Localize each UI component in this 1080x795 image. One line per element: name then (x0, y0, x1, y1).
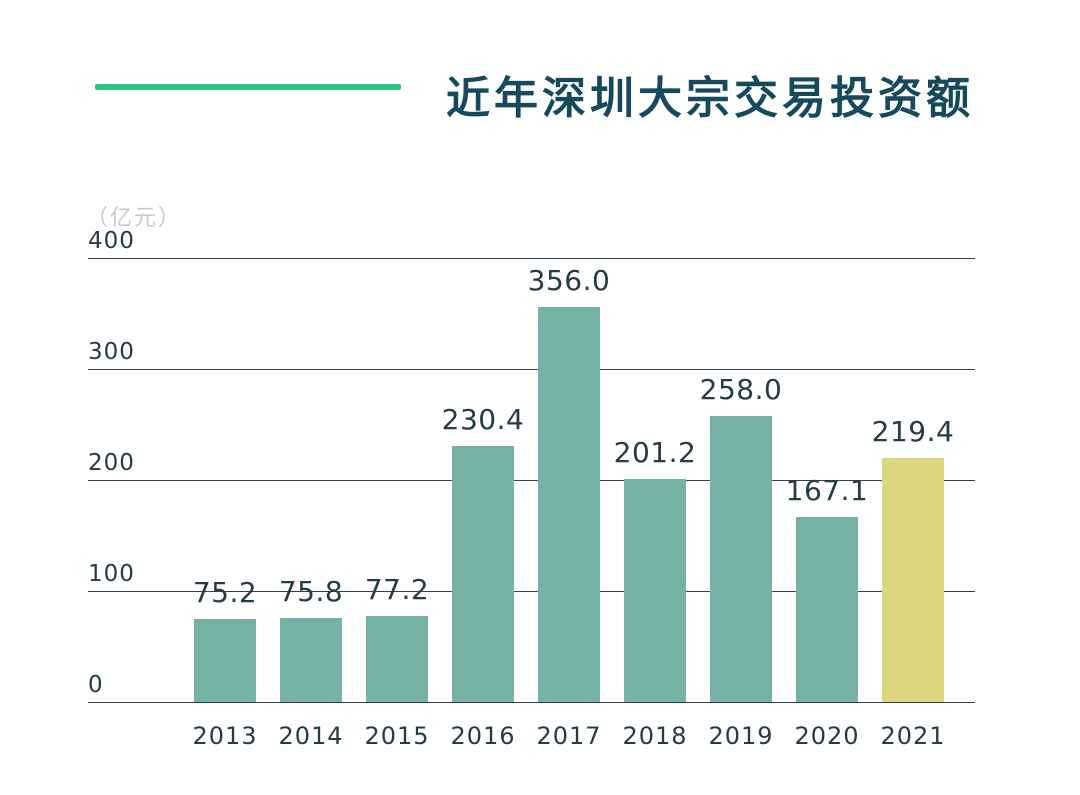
x-tick-label-2021: 2021 (880, 722, 946, 750)
gridline-400 (88, 258, 975, 259)
bar-value-label: 75.8 (278, 575, 344, 608)
y-tick-label-400: 400 (88, 228, 135, 255)
bar-value-label: 219.4 (871, 415, 955, 448)
bar-2017 (538, 307, 600, 702)
plot-area: 0 100 200 300 400 75.2 2013 75.8 2014 77.2 2015 230… (88, 228, 975, 750)
bar-2020 (796, 517, 858, 702)
y-tick-label-300: 300 (88, 339, 135, 366)
x-tick-label-2017: 2017 (536, 722, 602, 750)
gridline-300 (88, 369, 975, 370)
bar-value-label: 167.1 (785, 474, 869, 507)
bar-2018 (624, 479, 686, 702)
y-tick-label-0: 0 (88, 672, 104, 699)
x-tick-label-2014: 2014 (278, 722, 344, 750)
bar-2015 (366, 616, 428, 702)
y-tick-label-200: 200 (88, 450, 135, 477)
gridline-100 (88, 591, 975, 592)
x-tick-label-2018: 2018 (622, 722, 688, 750)
bar-2013 (194, 619, 256, 702)
bar-value-label: 230.4 (441, 403, 525, 436)
bar-value-label: 356.0 (527, 264, 611, 297)
x-tick-label-2015: 2015 (364, 722, 430, 750)
gridline-200 (88, 480, 975, 481)
bar-value-label: 75.2 (192, 576, 258, 609)
y-tick-label-100: 100 (88, 561, 135, 588)
x-tick-label-2013: 2013 (192, 722, 258, 750)
bar-2014 (280, 618, 342, 702)
x-tick-label-2019: 2019 (708, 722, 774, 750)
x-tick-label-2020: 2020 (794, 722, 860, 750)
bar-value-label: 201.2 (613, 436, 697, 469)
page-title: 近年深圳大宗交易投资额 (446, 73, 974, 124)
bar-value-label: 77.2 (364, 573, 430, 606)
y-axis-unit-label: （亿元） (86, 206, 183, 231)
title-accent-line (95, 84, 401, 90)
gridline-0 (88, 702, 975, 703)
bar-2019 (710, 416, 772, 702)
x-tick-label-2016: 2016 (450, 722, 516, 750)
bar-value-label: 258.0 (699, 373, 783, 406)
bar-2016 (452, 446, 514, 702)
bar-2021 (882, 458, 944, 702)
